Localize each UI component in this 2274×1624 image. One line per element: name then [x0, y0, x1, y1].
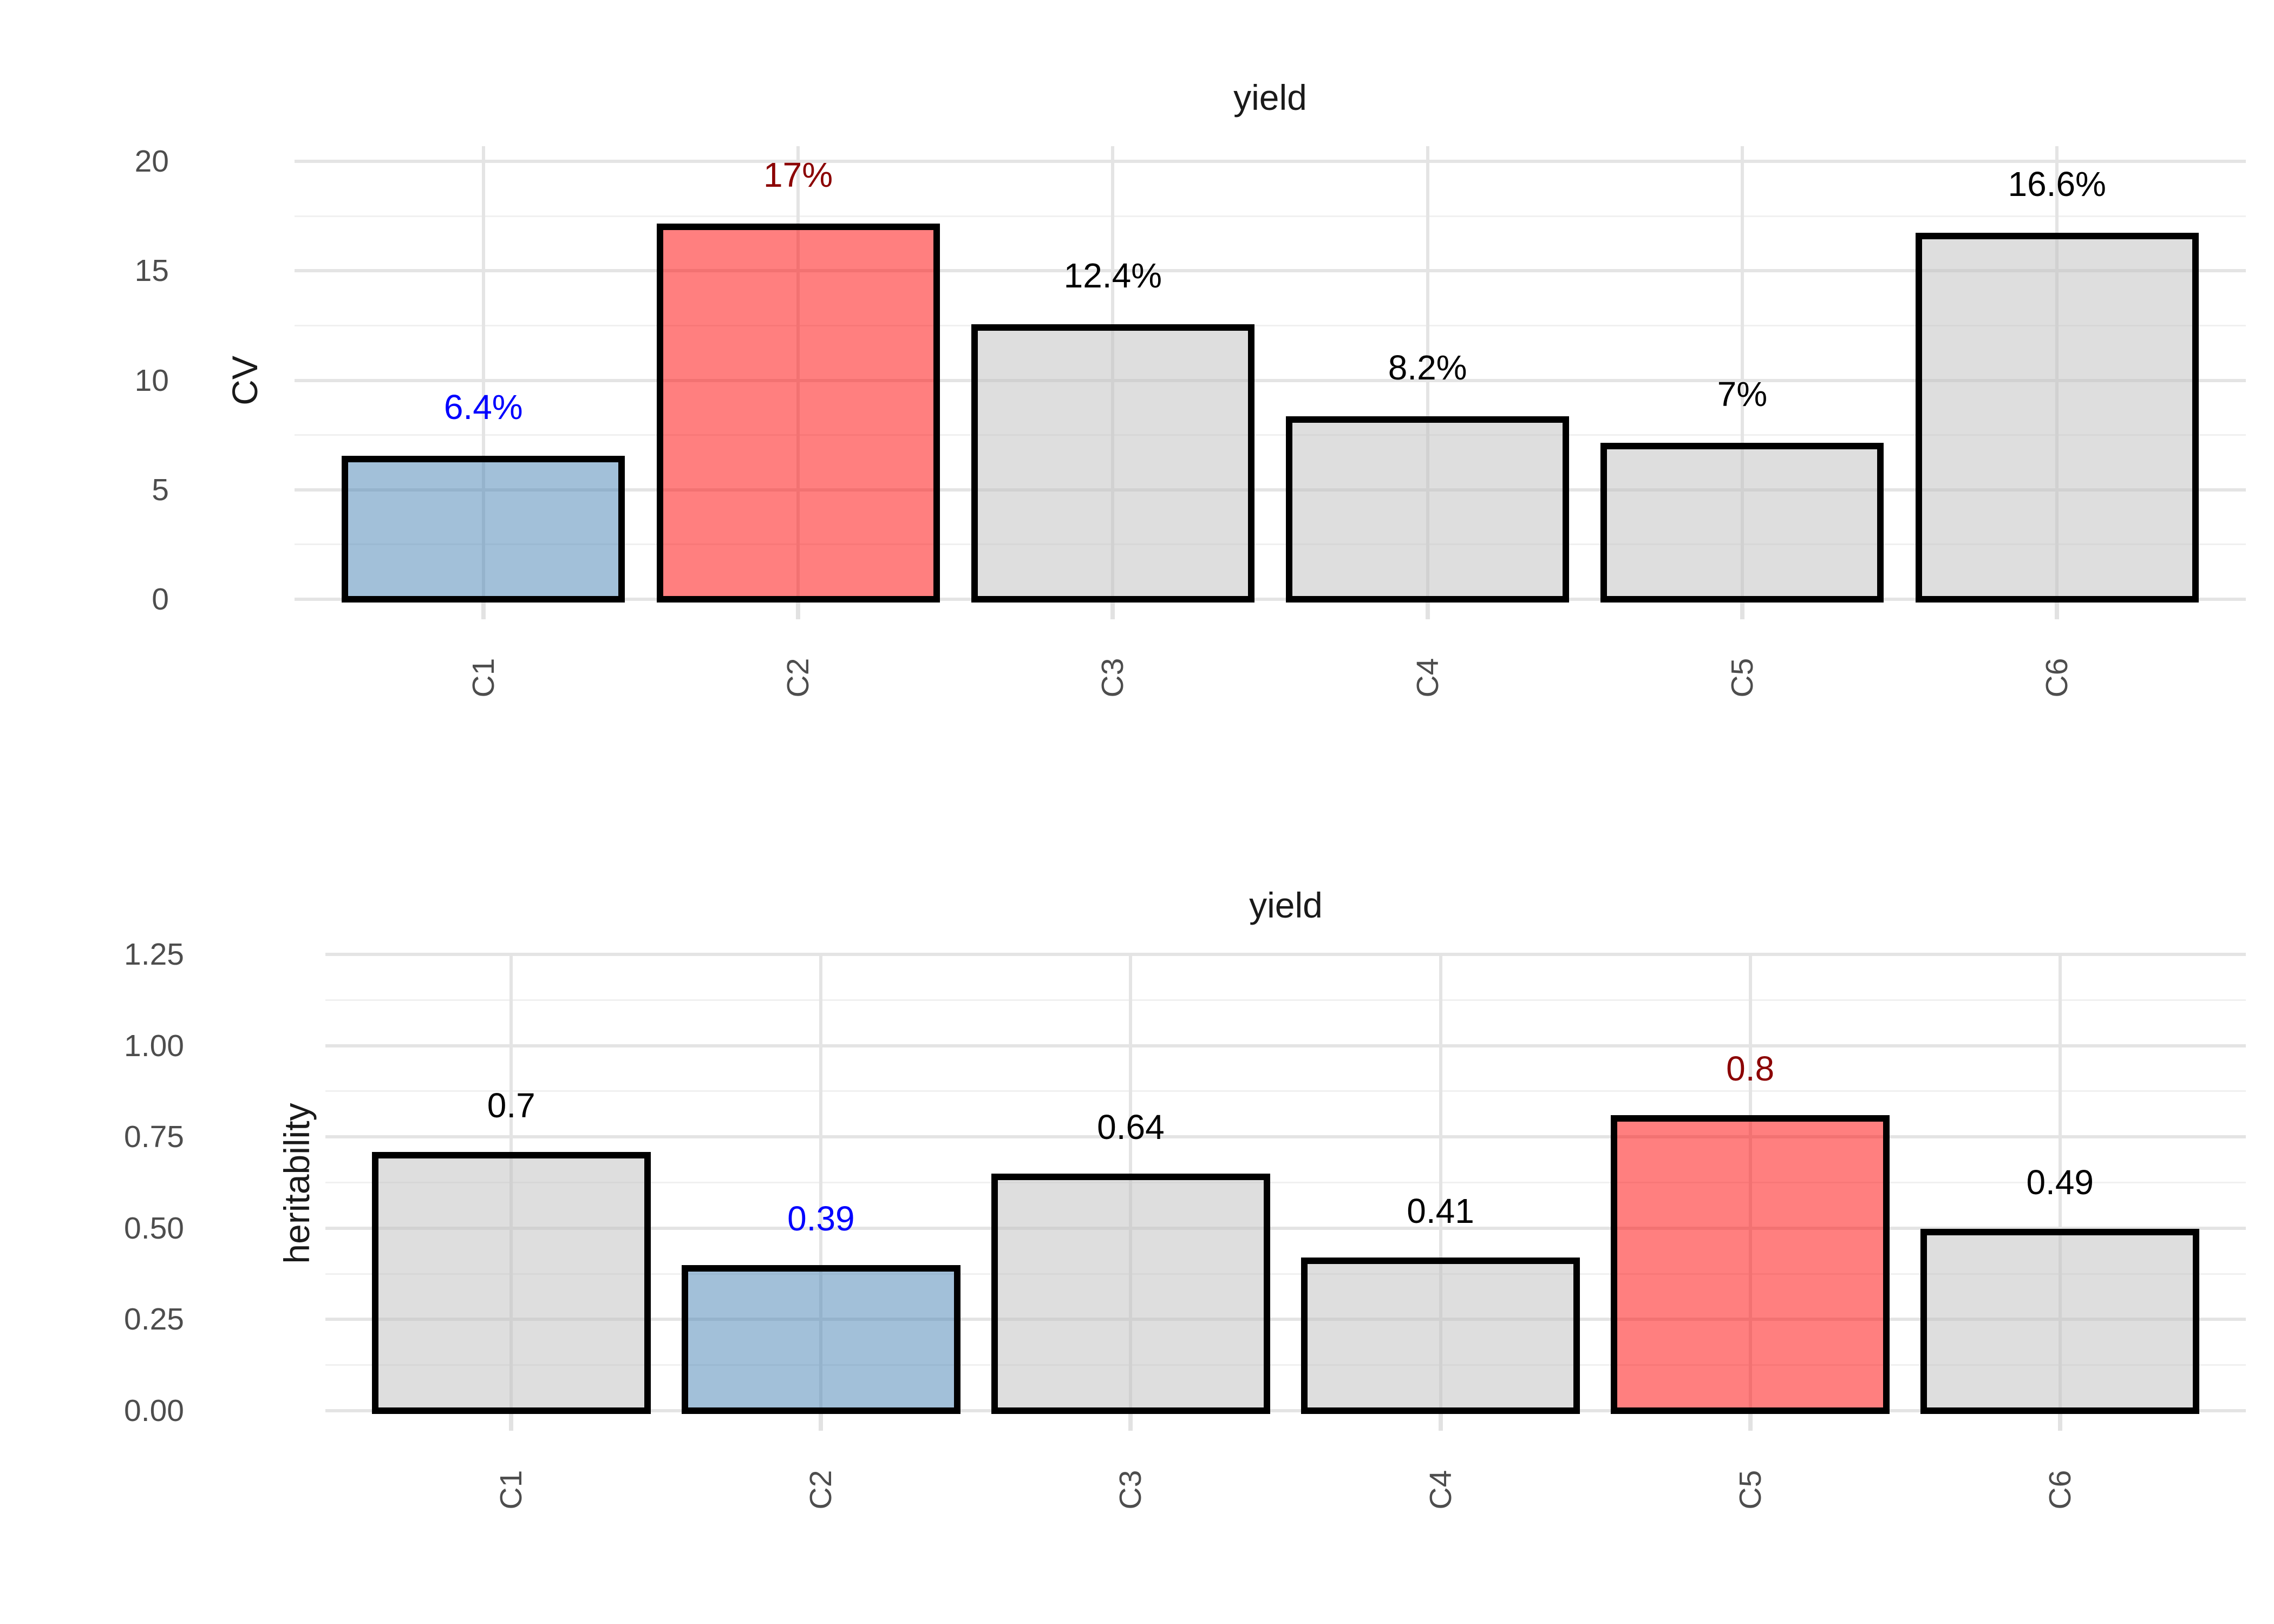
bar-c5 [1611, 1115, 1890, 1414]
x-tick-label-c2: C2 [803, 1470, 839, 1510]
y-tick-label: 20 [134, 144, 169, 179]
y-tick-label: 1.25 [124, 937, 184, 972]
grid-major-h [295, 598, 2246, 601]
grid-major-h [325, 1409, 2246, 1412]
grid-major-v [2058, 954, 2062, 1411]
bar-c4 [1301, 1258, 1580, 1414]
grid-major-h [325, 953, 2246, 956]
x-tick-label-c5: C5 [1724, 658, 1760, 698]
y-tick-label: 1.00 [124, 1028, 184, 1063]
grid-major-v [819, 954, 823, 1411]
y-tick-label: 0 [152, 582, 169, 617]
x-axis-tick [2055, 600, 2060, 619]
y-tick-label: 0.50 [124, 1210, 184, 1246]
y-tick-label: 0.25 [124, 1302, 184, 1337]
grid-minor-h [295, 434, 2246, 436]
x-tick-label-c3: C3 [1095, 658, 1131, 698]
x-axis-tick [1128, 1411, 1133, 1431]
x-tick-label-c5: C5 [1733, 1470, 1768, 1510]
bar-c6 [1920, 1228, 2200, 1414]
y-tick-label: 15 [134, 253, 169, 289]
bar-c3 [991, 1174, 1270, 1414]
grid-major-h [325, 1226, 2246, 1230]
grid-major-v [1740, 146, 1744, 599]
bar-value-label: 12.4% [1063, 256, 1162, 296]
bar-c2 [656, 224, 940, 603]
bar-value-label: 17% [763, 155, 833, 195]
y-tick-label: 0.75 [124, 1119, 184, 1155]
x-tick-label-c6: C6 [2042, 1470, 2077, 1510]
x-tick-label-c1: C1 [466, 658, 501, 698]
grid-minor-h [325, 1090, 2246, 1092]
top-chart-title: yield [1233, 77, 1307, 117]
grid-major-h [295, 488, 2246, 492]
bar-c1 [371, 1151, 651, 1414]
x-tick-label-c3: C3 [1113, 1470, 1148, 1510]
x-axis-tick [509, 1411, 514, 1431]
bottom-chart-title: yield [1249, 885, 1323, 925]
y-tick-label: 0.00 [124, 1393, 184, 1428]
x-axis-tick [1740, 600, 1744, 619]
grid-major-h [325, 1044, 2246, 1047]
x-tick-label-c4: C4 [1423, 1470, 1458, 1510]
x-axis-tick [481, 600, 486, 619]
grid-major-v [1439, 954, 1442, 1411]
y-tick-label: 5 [152, 472, 169, 507]
x-axis-tick [1748, 1411, 1753, 1431]
x-axis-tick [1425, 600, 1430, 619]
bar-value-label: 0.49 [2026, 1162, 2094, 1202]
grid-minor-h [325, 1182, 2246, 1183]
grid-minor-h [295, 215, 2246, 217]
bar-c5 [1600, 442, 1884, 603]
bar-value-label: 0.39 [787, 1199, 855, 1238]
grid-major-h [325, 1318, 2246, 1321]
bar-c6 [1915, 232, 2199, 603]
bottom-y-axis-title: heritability [277, 1103, 317, 1264]
bar-c4 [1286, 416, 1570, 603]
bar-c2 [681, 1265, 960, 1414]
bar-value-label: 0.8 [1726, 1049, 1775, 1089]
grid-major-h [295, 269, 2246, 273]
x-tick-label-c1: C1 [494, 1470, 529, 1510]
x-axis-tick [2057, 1411, 2062, 1431]
y-tick-label: 10 [134, 363, 169, 398]
bar-value-label: 0.7 [487, 1085, 535, 1125]
grid-major-v [1426, 146, 1429, 599]
x-axis-tick [1110, 600, 1115, 619]
x-tick-label-c2: C2 [781, 658, 816, 698]
grid-major-h [295, 378, 2246, 382]
x-tick-label-c6: C6 [2040, 658, 2075, 698]
grid-major-h [325, 1135, 2246, 1139]
grid-minor-h [295, 324, 2246, 326]
grid-major-h [295, 160, 2246, 163]
grid-minor-h [325, 1364, 2246, 1366]
x-tick-label-c4: C4 [1410, 658, 1445, 698]
bar-c1 [342, 456, 625, 603]
bar-value-label: 16.6% [2008, 164, 2106, 204]
bar-value-label: 8.2% [1388, 348, 1467, 388]
bar-value-label: 7% [1717, 374, 1768, 414]
x-axis-tick [819, 1411, 824, 1431]
grid-minor-h [325, 1273, 2246, 1275]
grid-minor-h [295, 543, 2246, 546]
x-axis-tick [1438, 1411, 1443, 1431]
bar-value-label: 0.41 [1407, 1191, 1474, 1231]
bar-value-label: 0.64 [1097, 1108, 1165, 1147]
grid-minor-h [325, 999, 2246, 1001]
x-axis-tick [796, 600, 801, 619]
top-y-axis-title: CV [225, 356, 265, 405]
bar-c3 [971, 324, 1254, 603]
grid-major-v [481, 146, 485, 599]
bar-value-label: 6.4% [443, 388, 523, 427]
